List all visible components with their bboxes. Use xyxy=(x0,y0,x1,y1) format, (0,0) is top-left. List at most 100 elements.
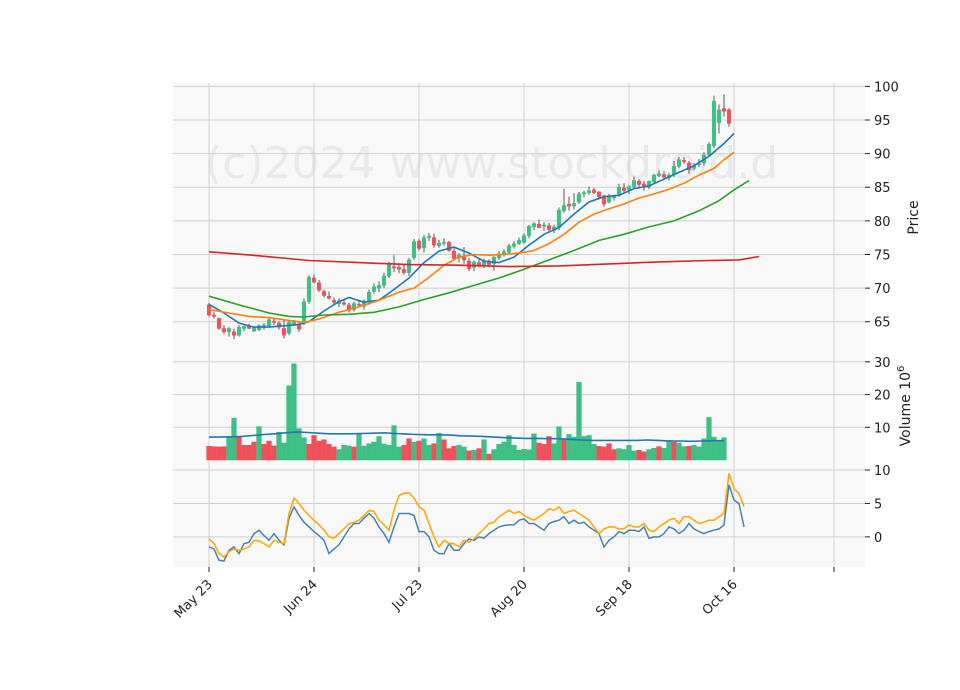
price-y-tick-label: 85 xyxy=(874,181,891,196)
volume-bar xyxy=(426,445,432,461)
price-y-tick-label: 95 xyxy=(874,114,891,129)
price-panel xyxy=(173,83,865,352)
volume-bar xyxy=(466,450,472,461)
volume-axis-exponent: 6 xyxy=(896,366,907,372)
candle-down xyxy=(591,189,597,193)
candle-up xyxy=(266,319,272,327)
volume-bar xyxy=(456,445,462,461)
volume-bar xyxy=(446,448,452,461)
volume-bar xyxy=(291,363,297,461)
candle-up xyxy=(471,261,477,268)
volume-bar xyxy=(696,446,702,461)
price-y-tick-label: 75 xyxy=(874,248,891,263)
volume-bar xyxy=(286,385,292,461)
volume-bar xyxy=(281,442,287,461)
volume-bar xyxy=(431,443,437,461)
oscillator-y-tick-label: 10 xyxy=(874,464,891,479)
volume-bar xyxy=(541,444,547,461)
candle-up xyxy=(236,326,242,336)
oscillator-y-tick-label: 5 xyxy=(874,497,882,512)
price-y-tick-label: 65 xyxy=(874,316,891,331)
candle-up xyxy=(626,186,632,191)
candle-up xyxy=(656,173,662,177)
volume-bar xyxy=(256,426,262,461)
candle-up xyxy=(406,259,412,273)
x-tick-label: Jun 24 xyxy=(281,577,321,617)
volume-bar xyxy=(206,446,212,461)
volume-bar xyxy=(516,449,522,461)
volume-bar xyxy=(401,445,407,461)
candle-up xyxy=(651,174,657,183)
candle-down xyxy=(621,187,627,191)
volume-bar xyxy=(536,442,542,461)
price-y-tick-label: 100 xyxy=(874,80,899,95)
candle-up xyxy=(226,328,232,333)
volume-moving-average xyxy=(209,431,724,443)
candle-down xyxy=(661,174,667,178)
volume-bar xyxy=(621,449,627,461)
candle-down xyxy=(271,320,277,323)
moving-average-ma_mid xyxy=(208,151,735,324)
volume-bar xyxy=(721,437,727,461)
volume-bar xyxy=(301,437,307,461)
candle-up xyxy=(711,100,717,146)
candle-up xyxy=(521,235,527,243)
volume-bar xyxy=(226,437,232,461)
candle-down xyxy=(566,203,572,207)
candle-down xyxy=(726,109,732,124)
moving-average-ma_short xyxy=(208,132,735,328)
candle-down xyxy=(546,225,552,230)
candle-down xyxy=(721,108,727,112)
candle-up xyxy=(371,286,377,292)
candle-up xyxy=(541,224,547,227)
volume-bar xyxy=(451,446,457,461)
candle-down xyxy=(221,328,227,333)
candle-down xyxy=(211,314,217,317)
volume-bar xyxy=(551,443,557,461)
volume-bar xyxy=(486,453,492,461)
volume-bar xyxy=(641,451,647,461)
oscillator-panel xyxy=(173,460,865,567)
volume-bar xyxy=(341,445,347,461)
candle-down xyxy=(681,160,687,162)
candle-down xyxy=(311,277,317,283)
volume-bar xyxy=(371,441,377,461)
candle-down xyxy=(391,266,397,269)
candle-down xyxy=(416,240,422,249)
candle-down xyxy=(596,191,602,197)
candle-up xyxy=(496,253,502,259)
candle-up xyxy=(631,180,637,187)
candle-down xyxy=(446,242,452,251)
volume-bar xyxy=(271,445,277,461)
volume-bar xyxy=(716,440,722,461)
volume-bar xyxy=(326,444,332,461)
volume-bar xyxy=(361,446,367,461)
volume-bar xyxy=(261,444,267,461)
candle-down xyxy=(331,299,337,303)
volume-bar xyxy=(591,444,597,461)
volume-bar xyxy=(241,445,247,461)
volume-bar xyxy=(686,446,692,461)
volume-bar xyxy=(396,446,402,461)
volume-bar xyxy=(331,446,337,461)
price-axis-title: Price xyxy=(906,200,922,234)
volume-bar xyxy=(566,434,572,461)
candle-down xyxy=(396,267,402,270)
moving-average-ma_long xyxy=(208,179,750,318)
candle-up xyxy=(561,205,567,212)
volume-bar xyxy=(221,446,227,461)
volume-bar xyxy=(656,446,662,461)
volume-bar xyxy=(441,439,447,461)
volume-bar xyxy=(231,417,237,461)
volume-bar xyxy=(691,445,697,461)
candle-up xyxy=(241,326,247,329)
volume-bar xyxy=(296,428,302,461)
candle-down xyxy=(341,302,347,305)
candle-down xyxy=(356,304,362,306)
volume-bar xyxy=(421,438,427,461)
volume-bar xyxy=(266,440,272,461)
volume-bar xyxy=(416,440,422,461)
volume-bar xyxy=(626,445,632,461)
volume-bar xyxy=(381,443,387,461)
candle-down xyxy=(431,237,437,246)
